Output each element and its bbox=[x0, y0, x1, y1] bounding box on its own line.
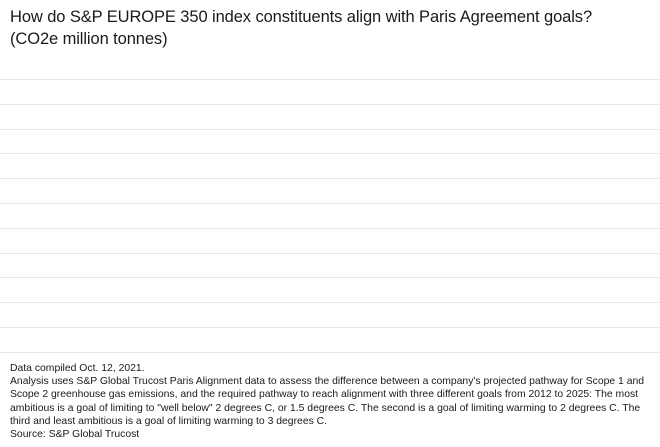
chart-svg bbox=[0, 79, 660, 353]
chart-plot-area bbox=[0, 70, 660, 360]
footer-source: Source: S&P Global Trucost bbox=[10, 429, 140, 441]
footer-analysis-note: Analysis uses S&P Global Trucost Paris A… bbox=[10, 376, 645, 427]
footer-compiled-note: Data compiled Oct. 12, 2021. bbox=[10, 363, 145, 374]
chart-subtitle: (CO2e million tonnes) bbox=[10, 30, 168, 48]
chart-title-text: How do S&P EUROPE 350 index constituents… bbox=[10, 8, 593, 26]
chart-title: How do S&P EUROPE 350 index constituents… bbox=[10, 6, 658, 50]
chart-footer: Data compiled Oct. 12, 2021. Analysis us… bbox=[10, 362, 650, 441]
